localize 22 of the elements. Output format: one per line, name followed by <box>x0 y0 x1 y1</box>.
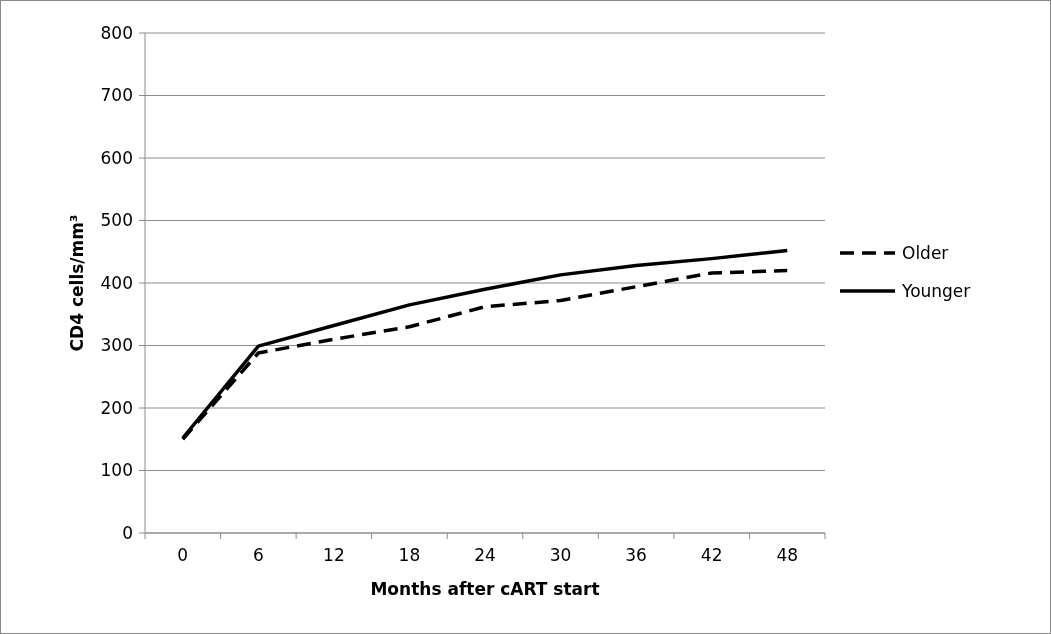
x-tick-label: 18 <box>398 545 421 565</box>
legend-label: Younger <box>901 280 971 301</box>
y-tick-label: 500 <box>100 210 133 231</box>
x-axis-title: Months after cART start <box>370 579 600 599</box>
y-tick-label: 300 <box>100 335 133 356</box>
x-tick-label: 0 <box>177 545 189 565</box>
y-tick-label: 100 <box>100 460 133 481</box>
x-tick-label: 42 <box>700 545 723 565</box>
y-tick-label: 800 <box>100 22 133 43</box>
y-axis-title: CD4 cells/mm³ <box>67 214 87 352</box>
x-tick-label: 24 <box>474 545 496 565</box>
x-tick-label: 36 <box>625 545 647 565</box>
y-tick-label: 0 <box>122 522 133 543</box>
legend-label: Older <box>902 242 949 263</box>
y-tick-label: 400 <box>100 272 133 293</box>
y-tick-label: 600 <box>100 147 133 168</box>
x-tick-label: 48 <box>776 545 799 565</box>
x-tick-label: 12 <box>323 545 345 565</box>
y-tick-label: 200 <box>100 397 133 418</box>
x-tick-label: 30 <box>549 545 572 565</box>
x-tick-label: 6 <box>252 545 264 565</box>
y-tick-label: 700 <box>100 85 133 106</box>
